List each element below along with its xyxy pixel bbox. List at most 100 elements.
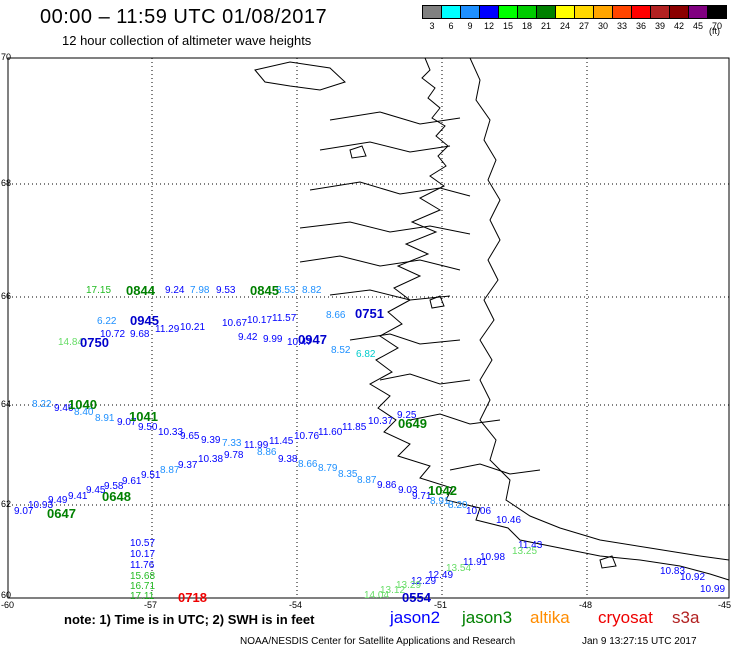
wave-height-label: 8.66 [298,459,318,470]
scale-label: 3 [429,21,435,31]
wave-height-label: 10.37 [368,416,394,427]
wave-height-label: 8.87 [160,465,180,476]
wave-height-label: 9.86 [377,480,397,491]
scale-label: 70 [711,21,723,31]
page-subtitle: 12 hour collection of altimeter wave hei… [62,33,312,48]
scale-label: 36 [635,21,647,31]
wave-height-label: 9.41 [68,491,88,502]
wave-height-label: 13.25 [512,546,538,557]
wave-height-label: 11.99 [244,440,269,451]
wave-height-label: 9.24 [165,285,185,296]
pass-time-label: 1041 [129,409,158,424]
wave-height-label: 9.51 [141,470,161,481]
wave-height-label: 12.49 [428,570,454,581]
wave-height-label: 10.47 [287,337,313,348]
pass-time-label: 1042 [428,483,457,498]
pass-time-label: 0750 [80,335,109,350]
wave-height-label: 9.03 [398,485,418,496]
scale-label: 18 [521,21,533,31]
wave-height-label: 10.72 [100,329,126,340]
wave-height-label: 9.07 [117,417,137,428]
fjord [329,111,461,125]
wave-height-label: 11.29 [155,324,180,335]
fjord [409,413,501,425]
scale-label: 27 [578,21,590,31]
lat-tick: 60 [1,590,12,600]
lat-tick: 64 [1,399,12,409]
fjord [299,221,471,235]
scale-label: 21 [540,21,552,31]
wave-height-label: 9.49 [48,495,68,506]
wave-height-label: 9.38 [278,454,298,465]
fjord [299,255,461,271]
wave-height-label: 10.93 [28,500,54,511]
island [599,555,617,569]
wave-height-label: 11.43 [518,540,543,551]
island [429,295,445,309]
scale-label: 6 [448,21,454,31]
pass-time-label: 0844 [126,283,155,298]
wave-height-label: 10.17 [130,549,156,560]
graticule [8,58,729,598]
wave-height-label: 8.91 [430,496,450,507]
wave-height-label: 17.11 [130,591,155,602]
wave-height-label: 10.17 [247,315,273,326]
wave-height-label: 9.99 [263,334,283,345]
wave-height-label: 10.98 [480,552,506,563]
color-scale-legend [422,5,727,19]
units-note: note: 1) Time is in UTC; 2) SWH is in fe… [64,612,315,627]
wave-height-label: 11.91 [463,557,488,568]
coastline-main [368,57,730,581]
satellite-legend-cryosat: cryosat [598,608,653,627]
satellite-legend-s3a: s3a [672,608,700,627]
wave-height-label: 13.12 [380,585,406,596]
wave-height-label: 13.29 [396,580,422,591]
wave-height-label: 17.15 [86,285,112,296]
scale-label: 45 [692,21,704,31]
map-frame [7,57,730,599]
wave-height-label: 8.22 [32,399,52,410]
wave-height-label: 11.60 [318,427,343,438]
wave-height-label: 7.98 [190,285,210,296]
wave-height-label: 8.52 [331,345,351,356]
credit-line: NOAA/NESDIS Center for Satellite Applica… [240,636,516,647]
wave-height-label: 9.71 [412,491,432,502]
wave-height-label: 8.20 [448,500,468,511]
wave-height-label: 9.58 [104,481,124,492]
scale-label: 9 [467,21,473,31]
pass-time-label: 0751 [355,306,384,321]
wave-height-label: 9.61 [122,476,142,487]
wave-height-label: 10.33 [158,427,184,438]
wave-height-label: 9.65 [180,431,200,442]
wave-height-label: 10.67 [222,318,248,329]
scale-swatch [707,5,727,19]
wave-height-label: 14.84 [58,337,84,348]
wave-height-label: 9.07 [14,506,34,517]
wave-height-label: 14.04 [364,590,390,601]
wave-height-label: 10.83 [660,566,686,577]
wave-height-label: 8.82 [302,285,322,296]
wave-height-label: 9.50 [138,422,158,433]
wave-height-label: 9.25 [397,410,417,421]
satellite-legend-altika: altika [530,608,570,627]
lon-tick: -60 [1,600,15,610]
lat-tick: 68 [1,178,12,188]
wave-height-label: 9.39 [201,435,221,446]
fjord [309,181,471,197]
scale-label: 42 [673,21,685,31]
scale-label: 24 [559,21,571,31]
wave-height-label: 10.92 [680,572,706,583]
wave-height-label: 10.76 [294,431,320,442]
satellite-legend-jason2: jason2 [390,608,441,627]
greenland-coastline [254,57,730,581]
pass-time-label: 0648 [102,489,131,504]
pass-time-label: 0718 [178,590,207,605]
fjord [349,333,461,345]
wave-height-label: 11.85 [342,422,367,433]
fjord [379,373,471,385]
wave-height-label: 8.79 [318,463,338,474]
wave-height-label: 10.21 [180,322,206,333]
wave-height-label: 9.42 [238,332,258,343]
pass-time-label: 0649 [398,416,427,431]
